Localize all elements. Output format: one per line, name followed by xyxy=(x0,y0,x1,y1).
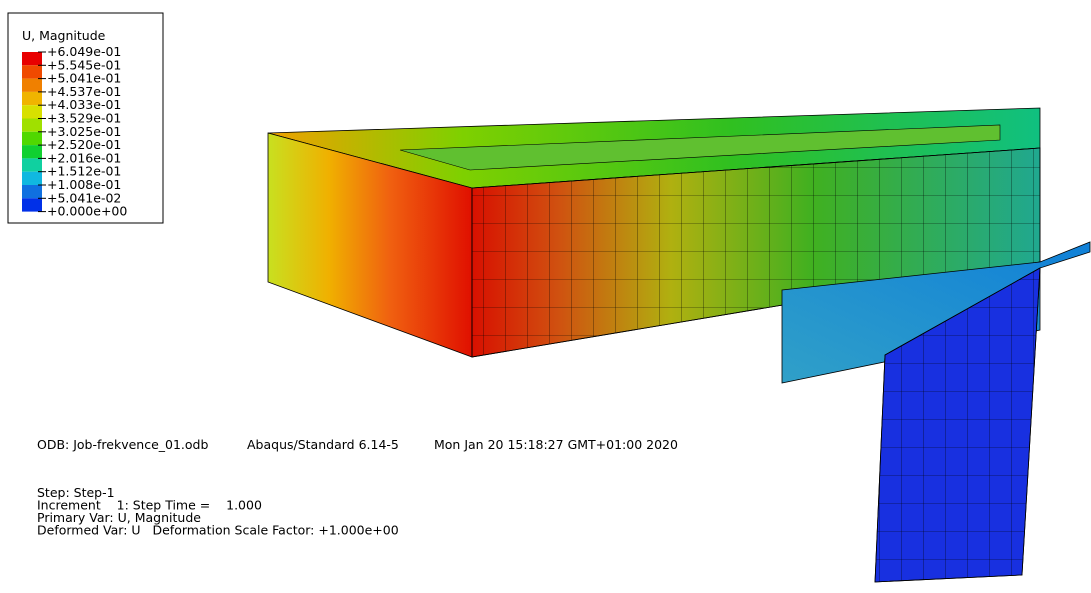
legend-swatch xyxy=(22,52,42,65)
legend-swatch xyxy=(22,65,42,78)
info-solver: Abaqus/Standard 6.14-5 xyxy=(247,437,399,452)
viewport: U, Magnitude +6.049e-01+5.545e-01+5.041e… xyxy=(0,0,1091,589)
info-line: Deformed Var: U Deformation Scale Factor… xyxy=(37,523,399,538)
legend-swatch xyxy=(22,105,42,118)
model xyxy=(268,108,1090,582)
legend-swatch xyxy=(22,79,42,92)
page: U, Magnitude +6.049e-01+5.545e-01+5.041e… xyxy=(0,0,1091,589)
legend-swatch xyxy=(22,92,42,105)
legend-swatch xyxy=(22,198,42,211)
legend-swatch xyxy=(22,119,42,132)
legend-title: U, Magnitude xyxy=(22,28,106,43)
legend-swatch xyxy=(22,158,42,171)
legend-swatch xyxy=(22,172,42,185)
legend-swatch xyxy=(22,145,42,158)
legend-swatch xyxy=(22,185,42,198)
info-date: Mon Jan 20 15:18:27 GMT+01:00 2020 xyxy=(434,437,678,452)
legend-swatch xyxy=(22,132,42,145)
legend: +6.049e-01+5.545e-01+5.041e-01+4.537e-01… xyxy=(22,44,127,219)
info-odb: ODB: Job-frekvence_01.odb xyxy=(37,437,208,452)
legend-label: +0.000e+00 xyxy=(47,204,127,219)
